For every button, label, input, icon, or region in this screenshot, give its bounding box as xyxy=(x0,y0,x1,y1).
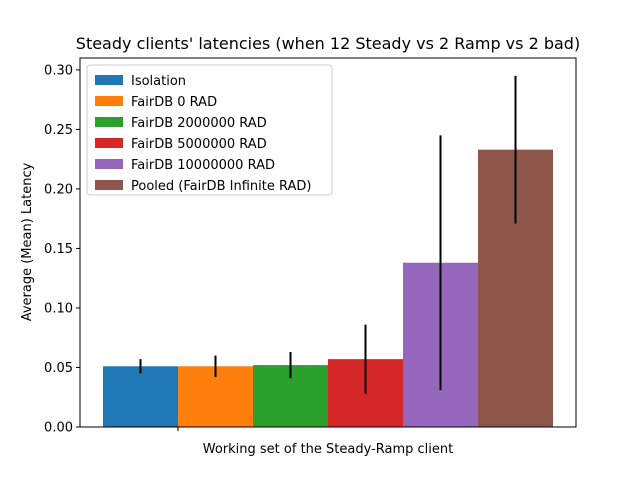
legend-label-2: FairDB 0 RAD xyxy=(131,95,217,110)
legend-swatch-6 xyxy=(95,180,123,190)
legend-label-3: FairDB 2000000 RAD xyxy=(131,116,267,131)
error-bars-layer xyxy=(139,75,517,394)
legend-swatch-4 xyxy=(95,138,123,148)
legend-swatch-2 xyxy=(95,96,123,106)
legend-label-4: FairDB 5000000 RAD xyxy=(131,137,267,152)
y-tick-label: 0.10 xyxy=(44,301,73,316)
plot-frame xyxy=(79,57,577,428)
legend-swatch-1 xyxy=(95,75,123,85)
legend-box xyxy=(86,64,333,196)
y-tick-label: 0.05 xyxy=(44,361,73,376)
y-axis: 0.00 0.05 0.10 0.15 0.20 0.25 0.30 xyxy=(44,63,80,436)
x-axis-label: Working set of the Steady-Ramp client xyxy=(203,442,453,457)
legend-label-6: Pooled (FairDB Infinite RAD) xyxy=(131,179,311,194)
legend-label-5: FairDB 10000000 RAD xyxy=(131,158,275,173)
bar-1 xyxy=(103,366,178,427)
legend-swatch-5 xyxy=(95,159,123,169)
legend: Isolation FairDB 0 RAD FairDB 2000000 RAD F… xyxy=(86,64,333,196)
y-tick-label: 0.15 xyxy=(44,242,73,257)
y-tick-label: 0.30 xyxy=(44,63,73,78)
y-axis-label: Average (Mean) Latency xyxy=(20,162,35,321)
y-tick-label: 0.20 xyxy=(44,182,73,197)
legend-swatch-3 xyxy=(95,117,123,127)
y-tick-label: 0.25 xyxy=(44,123,73,138)
chart-title: Steady clients' latencies (when 12 Stead… xyxy=(76,34,580,53)
legend-label-1: Isolation xyxy=(131,74,186,89)
y-tick-label: 0.00 xyxy=(44,421,73,436)
